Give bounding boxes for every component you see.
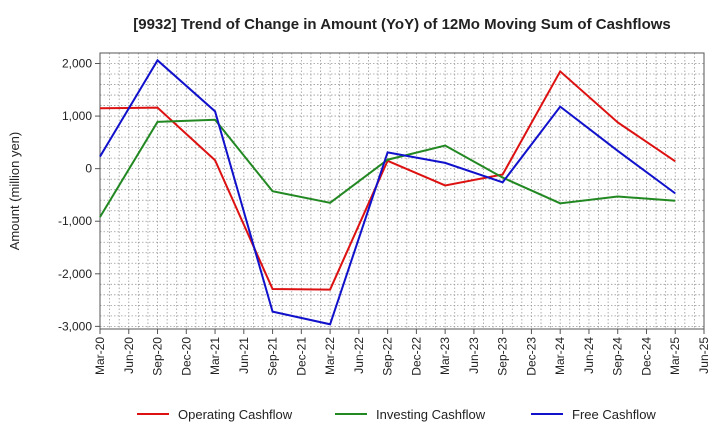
x-tick-label: Dec-22 xyxy=(409,337,423,376)
legend-label-investing-cashflow: Investing Cashflow xyxy=(376,407,486,422)
x-tick-label: Sep-21 xyxy=(266,337,280,376)
x-tick-label: Jun-24 xyxy=(582,337,596,374)
series-layer xyxy=(99,58,676,326)
x-tick-label: Jun-22 xyxy=(352,337,366,374)
x-tick-label: Dec-20 xyxy=(179,337,193,376)
y-tick-label: 1,000 xyxy=(62,109,92,123)
x-tick-label: Sep-23 xyxy=(496,337,510,376)
x-tick-label: Mar-24 xyxy=(553,337,567,375)
legend-label-operating-cashflow: Operating Cashflow xyxy=(178,407,293,422)
y-tick-label: -3,000 xyxy=(58,319,92,333)
x-tick-label: Jun-20 xyxy=(122,337,136,374)
x-tick-label: Dec-24 xyxy=(639,337,653,376)
legend-label-free-cashflow: Free Cashflow xyxy=(572,407,656,422)
x-tick-label: Mar-23 xyxy=(438,337,452,375)
x-tick-label: Mar-22 xyxy=(323,337,337,375)
legend: Operating Cashflow Investing Cashflow Free… xyxy=(137,407,656,422)
x-tick-label: Mar-25 xyxy=(668,337,682,375)
x-tick-label: Jun-25 xyxy=(697,337,711,374)
x-tick-label: Mar-21 xyxy=(208,337,222,375)
y-tick-label: -1,000 xyxy=(58,214,92,228)
x-tick-label: Jun-21 xyxy=(237,337,251,374)
y-axis: 2,000 1,000 0 -1,000 -2,000 -3,000 xyxy=(58,57,100,333)
x-tick-label: Dec-21 xyxy=(294,337,308,376)
x-tick-label: Sep-22 xyxy=(381,337,395,376)
x-tick-label: Jun-23 xyxy=(467,337,481,374)
x-tick-label: Dec-23 xyxy=(524,337,538,376)
plot-area xyxy=(99,52,705,330)
x-tick-label: Sep-24 xyxy=(611,337,625,376)
investing-cashflow-line xyxy=(99,118,676,218)
free-cashflow-line xyxy=(99,58,676,326)
grid xyxy=(100,53,704,329)
y-axis-label: Amount (million yen) xyxy=(7,132,22,251)
y-tick-label: 2,000 xyxy=(62,57,92,71)
x-axis: Mar-20 Jun-20 Sep-20 Dec-20 Mar-21 Jun-21 Sep-… xyxy=(93,329,711,376)
x-tick-label: Sep-20 xyxy=(151,337,165,376)
y-tick-label: 0 xyxy=(85,162,92,176)
chart-title: [9932] Trend of Change in Amount (YoY) o… xyxy=(133,16,671,33)
x-tick-label: Mar-20 xyxy=(93,337,107,375)
y-tick-label: -2,000 xyxy=(58,267,92,281)
